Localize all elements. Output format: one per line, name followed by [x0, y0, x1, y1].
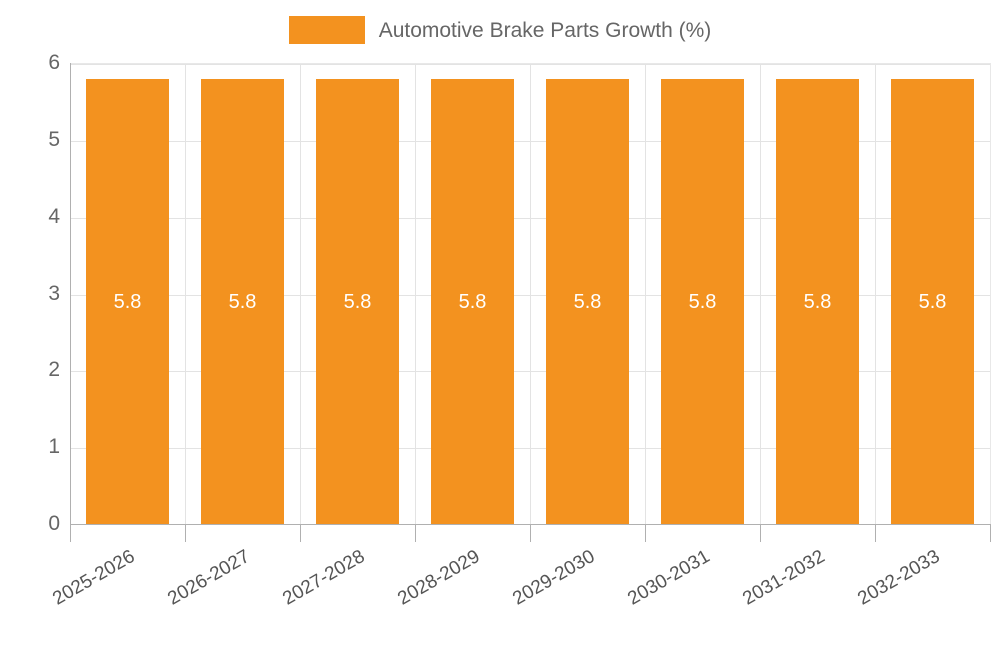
vertical-gridline — [760, 64, 761, 525]
bar-value-label: 5.8 — [113, 291, 142, 314]
y-axis-tick-label: 5 — [48, 127, 60, 151]
x-axis-tick-mark — [990, 525, 991, 542]
bar[interactable] — [431, 79, 514, 525]
plot-area: 5.8 5.8 5.8 5.8 5.8 5.8 5.8 5.8 — [70, 63, 991, 525]
x-axis-tick-mark — [645, 525, 646, 542]
bar[interactable] — [661, 79, 744, 525]
y-axis-tick-label: 2 — [48, 358, 60, 382]
x-axis-tick-mark — [70, 525, 71, 542]
bar-value-label: 5.8 — [343, 291, 372, 314]
y-axis-tick-label: 3 — [48, 281, 60, 305]
vertical-gridline — [300, 64, 301, 525]
y-axis-tick-label: 0 — [48, 512, 60, 535]
bar-value-label: 5.8 — [688, 291, 717, 314]
y-axis-tick-labels: 0 1 2 3 4 5 6 — [0, 0, 60, 600]
bar[interactable] — [201, 79, 284, 525]
bar[interactable] — [546, 79, 629, 525]
vertical-gridline — [185, 64, 186, 525]
x-axis-tick-mark — [185, 525, 186, 542]
x-axis-tick-mark — [415, 525, 416, 542]
legend-color-swatch-icon — [288, 16, 365, 44]
bar-value-label: 5.8 — [573, 291, 602, 314]
vertical-gridline — [530, 64, 531, 525]
x-axis-tick-mark — [875, 525, 876, 542]
x-axis-tick-mark — [300, 525, 301, 542]
legend-label: Automotive Brake Parts Growth (%) — [378, 18, 712, 42]
y-axis-tick-label: 1 — [48, 435, 60, 459]
x-axis-tick-mark — [760, 525, 761, 542]
x-axis-line — [70, 524, 991, 525]
vertical-gridline — [645, 64, 646, 525]
bar[interactable] — [891, 79, 974, 525]
y-axis-tick-label: 4 — [48, 204, 60, 228]
bar-value-label: 5.8 — [803, 291, 832, 314]
bar[interactable] — [86, 79, 169, 525]
bar-value-label: 5.8 — [918, 291, 947, 314]
bar[interactable] — [776, 79, 859, 525]
y-axis-line — [70, 63, 71, 525]
legend-entry-automotive-brake-parts-growth[interactable]: Automotive Brake Parts Growth (%) — [288, 16, 712, 44]
vertical-gridline — [415, 64, 416, 525]
vertical-gridline — [875, 64, 876, 525]
bar[interactable] — [316, 79, 399, 525]
chart-legend: Automotive Brake Parts Growth (%) — [0, 12, 1000, 48]
bar-value-label: 5.8 — [458, 291, 487, 314]
x-axis-tick-mark — [530, 525, 531, 542]
bar-value-label: 5.8 — [228, 291, 257, 314]
y-axis-tick-label: 6 — [48, 51, 60, 74]
